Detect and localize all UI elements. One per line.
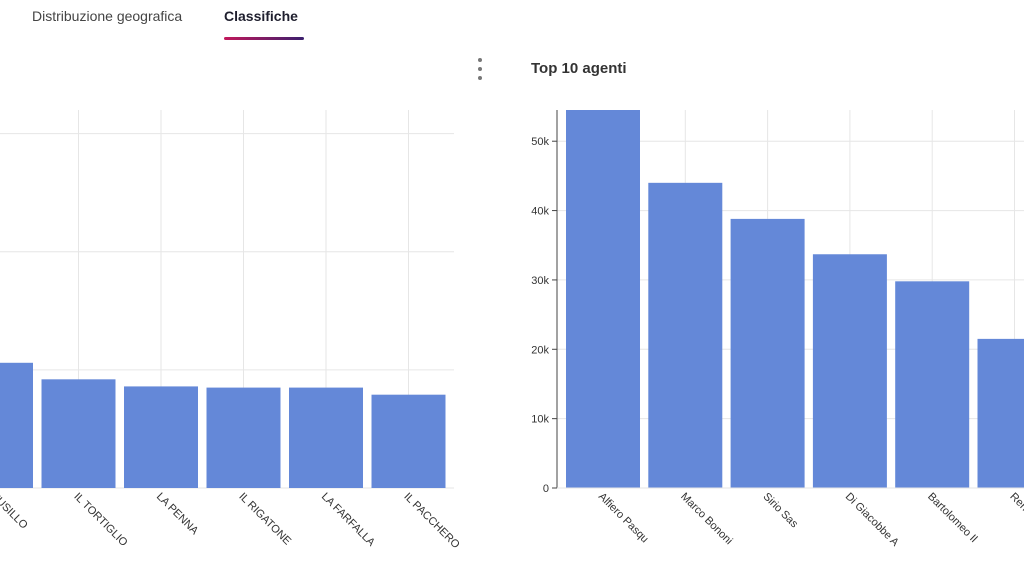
top-agents-bar-chart: 0 10k 20k 30k 40k 50k Alfiero Pasqu Marco Bonon… <box>531 110 1024 550</box>
bar-la-penna <box>124 386 198 488</box>
bar-la-farfalla <box>289 387 363 488</box>
y-tick-label: 50k <box>531 136 549 148</box>
kebab-menu-icon[interactable] <box>474 58 486 80</box>
bar-il-pacchero <box>371 394 446 488</box>
bar-rena <box>977 338 1024 488</box>
tab-distribuzione-geografica[interactable]: Distribuzione geografica <box>32 8 183 24</box>
bar-di-giacobbe-a <box>812 254 887 488</box>
y-tick-label: 0 <box>543 483 549 495</box>
y-tick-label: 40k <box>531 206 549 218</box>
bar-fusillo <box>0 362 33 488</box>
right-x-tick-labels: Alfiero Pasqu Marco Bononi Sirio Sas Di Gia… <box>596 491 1024 550</box>
bar-alfiero-pasqu <box>566 110 640 488</box>
x-tick-label: Bartolomeo Il <box>925 491 979 545</box>
x-tick-label: Marco Bononi <box>678 491 734 547</box>
y-tick-label: 30k <box>531 275 549 287</box>
x-tick-label: Sirio Sas <box>760 491 800 531</box>
y-tick-label: 10k <box>531 414 549 426</box>
x-tick-label: Di Giacobbe A <box>843 491 902 550</box>
x-tick-label: IL RIGATONE <box>236 491 293 548</box>
x-tick-label: FUSILLO <box>0 491 30 532</box>
tab-classifiche[interactable]: Classifiche <box>224 8 298 24</box>
bar-bartolomeo-il <box>895 281 970 488</box>
bar-il-rigatone <box>206 387 281 488</box>
left-x-tick-labels: FUSILLO IL TORTIGLIO LA PENNA IL RIGATONE LA… <box>0 491 462 552</box>
x-tick-label: IL PACCHERO <box>401 491 462 552</box>
bar-il-tortiglio <box>41 379 116 488</box>
bar-marco-bononi <box>648 182 723 488</box>
x-tick-label: LA FARFALLA <box>319 491 378 550</box>
x-tick-label: Alfiero Pasqu <box>596 491 651 546</box>
bar-sirio-sas <box>730 218 805 489</box>
chart-title-top-agents: Top 10 agenti <box>531 60 627 77</box>
x-tick-label: IL TORTIGLIO <box>71 491 130 550</box>
x-tick-label: Rena <box>1007 491 1024 519</box>
products-bar-chart: FUSILLO IL TORTIGLIO LA PENNA IL RIGATONE LA… <box>0 110 462 552</box>
active-tab-indicator <box>224 37 304 40</box>
y-tick-label: 20k <box>531 344 549 356</box>
x-tick-label: LA PENNA <box>154 491 201 538</box>
tab-bar: Distribuzione geografica Classifiche <box>0 0 1024 45</box>
